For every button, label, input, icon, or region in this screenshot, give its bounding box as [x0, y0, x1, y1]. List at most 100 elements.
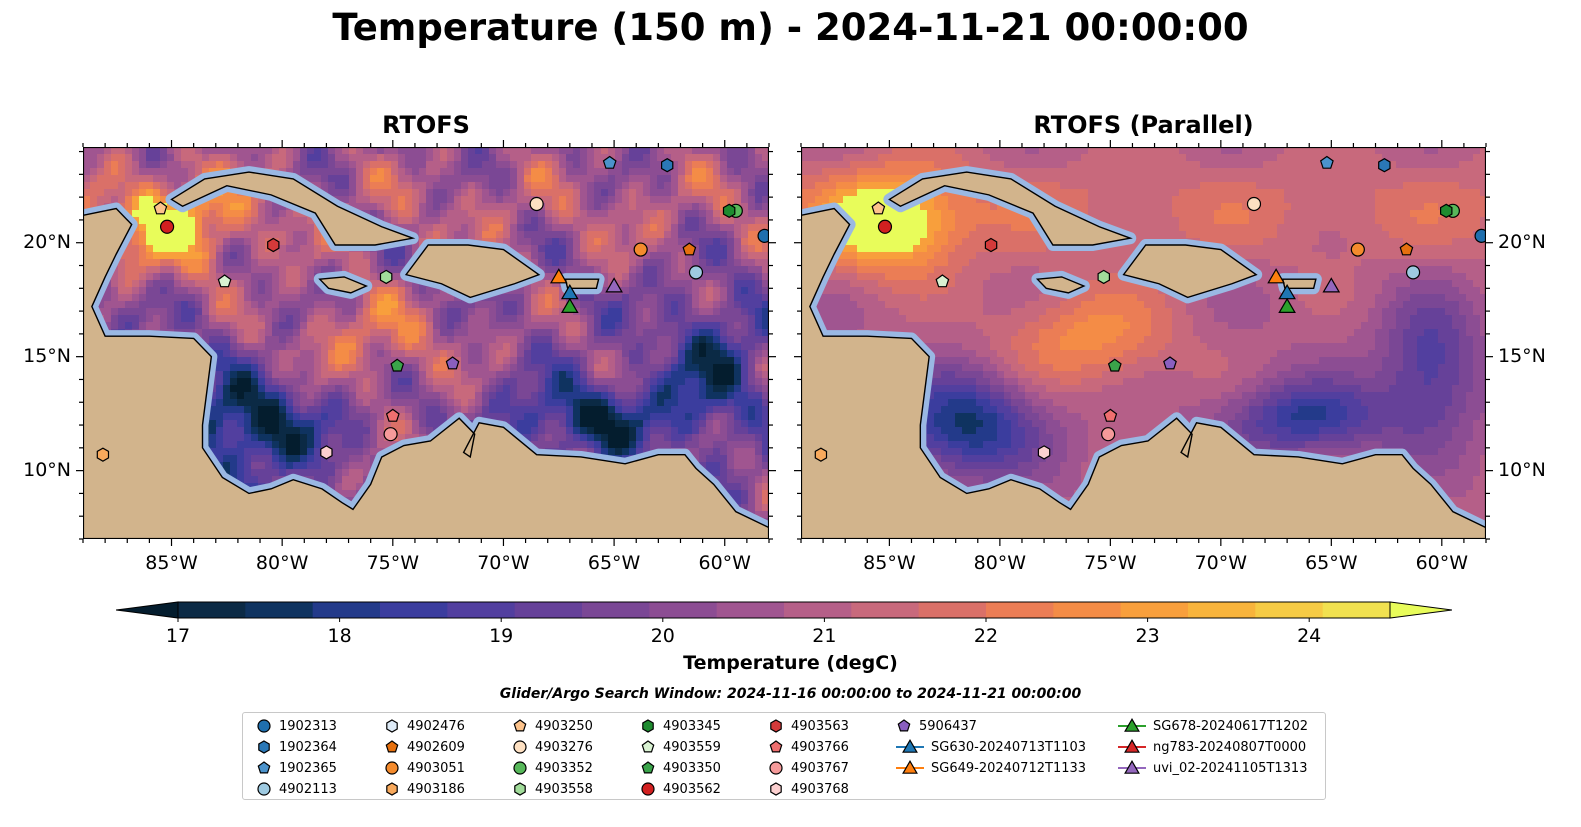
legend-entry: 1902365	[255, 758, 337, 778]
colorbar-tick-label: 17	[165, 625, 191, 647]
lon-tick-label: 85°W	[145, 552, 198, 574]
lon-tick-label: 60°W	[1415, 552, 1469, 574]
main-title: Temperature (150 m) - 2024-11-21 00:00:0…	[332, 6, 1249, 49]
float-marker-5906437	[1163, 356, 1177, 370]
float-marker-4903563	[984, 237, 998, 253]
legend-entry: 4902113	[255, 779, 337, 799]
legend-entry: 4903352	[511, 758, 593, 778]
lat-tick-label: 10°N	[1498, 458, 1546, 481]
lat-tick-label: 10°N	[23, 458, 71, 481]
glider-legend-icon	[896, 738, 924, 753]
legend-label: 4903350	[663, 760, 721, 776]
float-marker-1902364	[1378, 158, 1391, 173]
legend-entry: 4903350	[639, 758, 721, 778]
legend-label: uvi_02-20241105T1313	[1153, 760, 1308, 776]
legend-entry: 4902476	[383, 716, 465, 736]
float-marker-5906437	[445, 356, 460, 370]
float-marker-4902609	[682, 242, 697, 256]
legend-entry: 4903766	[767, 737, 849, 757]
glider-marker-SG678-20240617T1202	[560, 297, 579, 313]
colorbar-tick-label: 19	[489, 625, 514, 647]
float-legend-icon	[257, 782, 271, 796]
legend-entry: 1902364	[255, 737, 337, 757]
float-legend-icon	[642, 719, 654, 733]
float-marker-4903051	[1350, 242, 1365, 257]
float-marker-4903186	[96, 447, 110, 462]
legend-entry: 4903250	[511, 716, 593, 736]
legend-label: 1902364	[279, 739, 337, 755]
legend-entry: 4903558	[511, 779, 593, 799]
glider-legend-icon	[896, 759, 924, 774]
legend-entry: 4903768	[767, 779, 849, 799]
legend-label: 1902313	[279, 718, 337, 734]
float-marker-4903350	[1107, 358, 1122, 372]
legend-label: 4903767	[791, 760, 849, 776]
glider-marker-SG678-20240617T1202	[1278, 297, 1296, 313]
legend-entry: ng783-20240807T0000	[1117, 737, 1306, 757]
colorbar-tick-label: 24	[1297, 625, 1322, 647]
lon-tick-label: 65°W	[1305, 552, 1358, 574]
float-marker-4902113	[1405, 265, 1421, 280]
lat-tick-label: 15°N	[1498, 344, 1546, 367]
legend-label: 4903768	[791, 781, 849, 797]
legend-label: 4902609	[407, 739, 465, 755]
legend-entry: 4903186	[383, 779, 465, 799]
float-marker-4902113	[688, 265, 704, 280]
legend-label: 4903352	[535, 760, 593, 776]
float-legend-icon	[386, 782, 398, 796]
legend-label: 4902476	[407, 718, 465, 734]
float-legend-icon	[385, 740, 399, 753]
float-marker-4902609	[1399, 242, 1414, 256]
float-marker-4903768	[320, 445, 333, 460]
colorbar-tick-label: 20	[650, 625, 675, 647]
float-marker-4903767	[383, 427, 398, 442]
float-legend-icon	[770, 719, 782, 733]
legend-entry: uvi_02-20241105T1313	[1117, 758, 1307, 778]
legend-entry: 4902609	[383, 737, 465, 757]
float-marker-4903350	[390, 358, 405, 372]
legend-entry: 4903051	[383, 758, 465, 778]
panel-title-right: RTOFS (Parallel)	[1033, 111, 1254, 139]
panel-title-left: RTOFS	[382, 111, 470, 139]
float-marker-4903766	[385, 408, 400, 422]
colorbar-tick-label: 22	[973, 625, 999, 647]
float-legend-icon	[770, 782, 782, 796]
float-legend-icon	[641, 782, 655, 796]
legend-entry: 4903345	[639, 716, 721, 736]
float-marker-1902365	[602, 155, 617, 169]
legend-label: 4903563	[791, 718, 849, 734]
float-marker-4903250	[153, 201, 168, 215]
lat-tick-label: 15°N	[23, 344, 71, 367]
float-legend-icon	[769, 761, 783, 775]
float-marker-1902365	[1319, 155, 1334, 169]
legend-label: SG630-20240713T1103	[931, 739, 1087, 755]
float-legend-icon	[386, 719, 398, 733]
legend-label: 4902113	[279, 781, 337, 797]
float-marker-4903051	[633, 242, 648, 257]
glider-marker-SG649-20240712T1133	[1267, 268, 1285, 284]
float-marker-1902364	[660, 158, 674, 173]
float-marker-4903276	[1246, 196, 1262, 212]
lat-tick-label: 20°N	[23, 230, 71, 253]
legend-entry: SG678-20240617T1202	[1117, 716, 1308, 736]
lon-tick-label: 75°W	[366, 552, 420, 574]
float-legend-icon	[769, 740, 783, 753]
lon-tick-label: 75°W	[1084, 552, 1137, 574]
float-marker-4903276	[529, 196, 544, 212]
colorbar-label: Temperature (degC)	[683, 652, 898, 674]
float-marker-4903558	[1097, 269, 1110, 285]
float-marker-4903558	[379, 269, 393, 285]
legend-label: SG678-20240617T1202	[1153, 718, 1309, 734]
float-legend-icon	[257, 761, 271, 774]
legend-label: 5906437	[919, 718, 977, 734]
float-marker-4903559	[217, 274, 232, 288]
legend-label: 4903276	[535, 739, 593, 755]
float-legend-icon	[513, 719, 527, 732]
float-marker-4903768	[1037, 445, 1051, 460]
float-legend-icon	[897, 719, 911, 732]
float-marker-1902313	[757, 228, 769, 243]
legend-label: 4903559	[663, 739, 721, 755]
legend-label: SG649-20240712T1133	[931, 760, 1087, 776]
float-marker-4903250	[871, 201, 886, 215]
legend-label: 4903558	[535, 781, 593, 797]
